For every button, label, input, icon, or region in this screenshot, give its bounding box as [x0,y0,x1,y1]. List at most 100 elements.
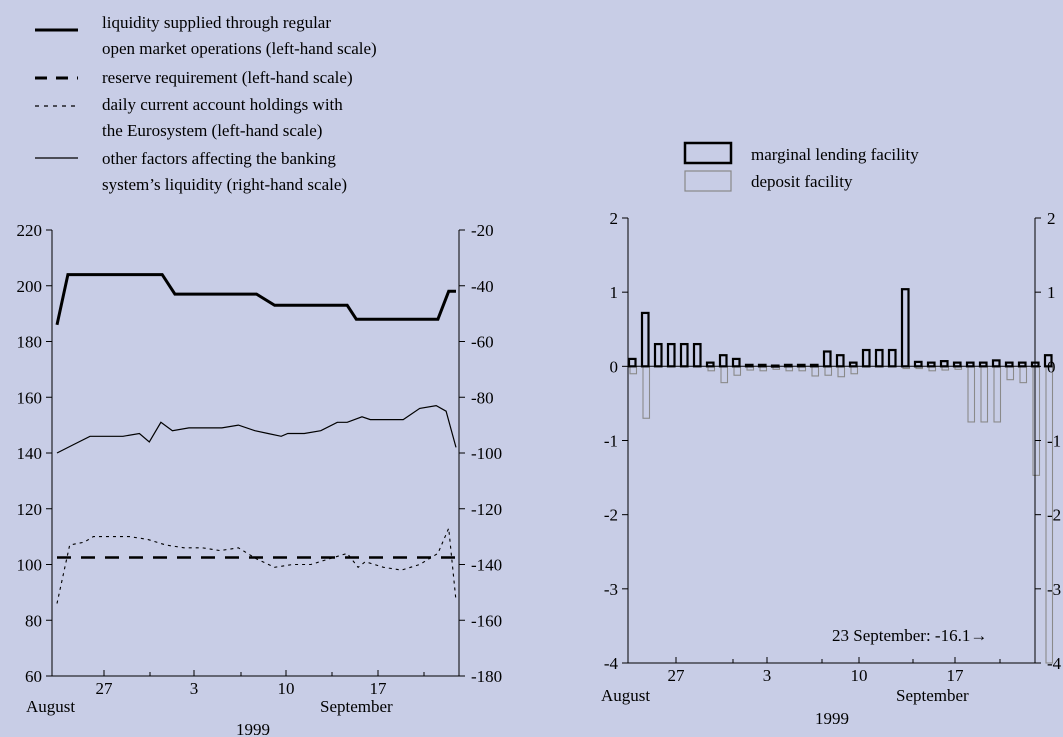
bar-xtick-label-27: 27 [668,666,686,685]
bar-marginal-lending-32 [1043,354,1053,368]
left-chart-year: 1999 [236,720,270,737]
right-ytick-label--160: -160 [471,611,502,630]
bar-deposit-0 [629,365,638,375]
bar-deposit-1 [642,365,651,419]
bar-xtick-label-3: 3 [763,666,772,685]
bar-marginal-lending-2 [653,342,663,368]
bar-marginal-lending-1 [640,311,650,368]
bar-marginal-lending-24 [939,360,949,368]
bar-deposit-7 [720,365,729,384]
right-ytick-label--60: -60 [471,333,494,352]
bar-marginal-lending-29 [1004,361,1014,368]
right-chart-month-september: September [896,686,969,705]
bar-ytick-label--1: -1 [604,432,618,451]
bar-marginal-lending-17 [848,361,858,368]
bar-marginal-lending-4 [679,342,689,368]
bar-deposit-14 [811,365,820,377]
bar-ytick-label-0: 0 [610,357,619,376]
legend-label-liquidity-2: open market operations (left-hand scale) [102,39,377,58]
bar-marginal-lending-3 [666,342,676,368]
left-chart-series [55,273,457,604]
right-ytick-label--40: -40 [471,277,494,296]
bar-deposit-29 [1006,365,1015,381]
legend-label-holdings-1: daily current account holdings with [102,95,343,114]
right-chart-bars [627,288,1054,664]
legend-label-other-2: system’s liquidity (right-hand scale) [102,175,347,194]
bar-ytick-label--3: -3 [604,580,618,599]
left-ytick-label-80: 80 [25,611,42,630]
left-xtick-label-17: 17 [370,679,388,698]
left-chart-xticks: 27 3 10 17 [96,670,425,698]
bar-marginal-lending-0 [627,357,637,368]
bar-marginal-lending-21 [900,288,910,368]
left-ytick-label-100: 100 [17,556,43,575]
right-chart-year: 1999 [815,709,849,728]
bar-deposit-27 [980,365,989,423]
bar-xtick-label-17: 17 [947,666,965,685]
left-ytick-label-200: 200 [17,277,43,296]
left-ytick-label-60: 60 [25,667,42,686]
bar-deposit-30 [1019,365,1028,384]
series-line-holdings [56,526,457,604]
right-ytick-label--100: -100 [471,444,502,463]
bar-marginal-lending-16 [835,354,845,368]
left-ytick-label-160: 160 [17,388,43,407]
bar-deposit-17 [850,365,859,375]
bar-ytick-right-label--1: -1 [1047,432,1061,451]
bar-marginal-lending-19 [874,348,884,368]
bar-deposit-16 [837,365,846,378]
right-ytick-label--120: -120 [471,500,502,519]
left-ytick-label-220: 220 [17,221,43,240]
bar-ytick-label--2: -2 [604,506,618,525]
bar-ytick-label-2: 2 [610,209,619,228]
bar-marginal-lending-23 [926,361,936,368]
bar-deposit-28 [993,365,1002,423]
bar-marginal-lending-20 [887,348,897,368]
bar-marginal-lending-6 [705,361,715,368]
right-chart-month-august: August [601,686,650,705]
bar-ytick-right-label--3: -3 [1047,580,1061,599]
bar-ytick-right-label-1: 1 [1047,283,1056,302]
legend-label-marginal-lending: marginal lending facility [751,145,919,164]
left-xtick-label-27: 27 [96,679,114,698]
right-chart-yticks-right: 2 1 0 -1 -2 -3 -4 [1035,209,1062,673]
bar-marginal-lending-18 [861,348,871,368]
legend-swatch-marginal-lending [683,141,733,165]
bar-deposit-15 [824,365,833,376]
left-ytick-label-120: 120 [17,500,43,519]
legend-label-other-1: other factors affecting the banking [102,149,336,168]
bar-ytick-right-label-2: 2 [1047,209,1056,228]
bar-ytick-right-label--4: -4 [1047,654,1062,673]
bar-marginal-lending-27 [978,361,988,368]
bar-deposit-26 [967,365,976,423]
legend-swatch-deposit [684,170,732,192]
bar-marginal-lending-25 [952,361,962,368]
series-line-other [56,404,457,454]
left-xtick-label-3: 3 [190,679,199,698]
left-chart-yticks-right: -20 -40 -60 -80 -100 -120 -140 -160 -180 [459,221,502,686]
legend-label-deposit: deposit facility [751,172,853,191]
bar-marginal-lending-28 [991,359,1001,368]
bar-ytick-right-label--2: -2 [1047,506,1061,525]
bar-ytick-right-label-0: 0 [1047,357,1056,376]
bar-marginal-lending-30 [1017,361,1027,368]
left-ytick-label-140: 140 [17,444,43,463]
right-chart-xticks: 27 3 10 17 [668,657,1001,685]
right-ytick-label--140: -140 [471,556,502,575]
bar-deposit-8 [733,365,742,376]
right-chart-annotation: 23 September: -16.1→ [832,626,987,645]
bar-ytick-label-1: 1 [610,283,619,302]
left-xtick-label-10: 10 [278,679,295,698]
bar-marginal-lending-22 [913,360,923,368]
left-chart-axes [51,230,460,677]
legend-label-holdings-2: the Eurosystem (left-hand scale) [102,121,322,140]
right-ytick-label--20: -20 [471,221,494,240]
legend-label-reserve: reserve requirement (left-hand scale) [102,68,353,87]
bar-deposit-31 [1032,365,1041,476]
bar-xtick-label-10: 10 [851,666,868,685]
left-ytick-label-180: 180 [17,333,43,352]
series-line-liquidity [55,273,456,326]
bar-marginal-lending-5 [692,342,702,368]
left-chart-yticks-left: 220 200 180 160 140 120 100 80 60 [17,221,52,686]
